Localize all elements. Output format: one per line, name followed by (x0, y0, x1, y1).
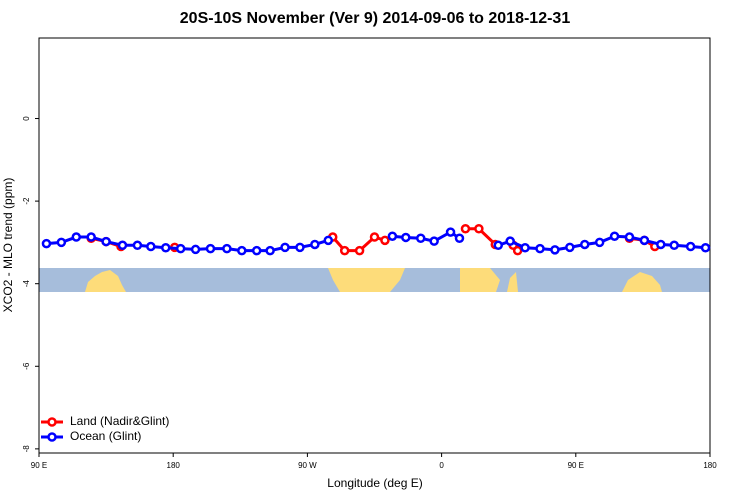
data-point (71, 232, 82, 242)
data-point (222, 243, 232, 254)
x-tick-label: 180 (167, 461, 181, 470)
data-point (700, 243, 711, 253)
data-point (175, 243, 186, 254)
y-tick-label: -4 (22, 280, 31, 288)
y-tick-label: -2 (22, 197, 31, 205)
data-point (460, 224, 471, 234)
data-point (609, 231, 620, 241)
data-point (505, 236, 515, 246)
data-point (323, 235, 334, 246)
x-tick-label: 90 E (568, 461, 584, 470)
data-point (493, 240, 504, 251)
data-point (41, 238, 52, 249)
data-point (101, 236, 111, 247)
chart-title: 20S-10S November (Ver 9) 2014-09-06 to 2… (180, 10, 571, 27)
data-point (265, 245, 275, 256)
data-point (445, 227, 456, 237)
data-point (56, 237, 67, 248)
data-point (535, 243, 545, 254)
land-shape (460, 268, 500, 292)
data-point (594, 237, 605, 248)
data-point (512, 245, 523, 256)
legend-label: Ocean (Glint) (70, 429, 141, 443)
data-point (205, 243, 216, 254)
data-point (190, 244, 201, 255)
data-point (380, 235, 390, 246)
land-shape (507, 272, 518, 292)
data-point (339, 245, 350, 256)
data-point (280, 242, 290, 253)
land-shape (85, 270, 126, 292)
data-point (310, 239, 320, 250)
data-point (520, 243, 530, 253)
y-tick-label: -8 (22, 445, 31, 453)
plot-frame (38, 37, 711, 454)
data-point (565, 242, 575, 253)
data-point (387, 231, 398, 241)
data-point (160, 243, 171, 253)
y-tick-label: 0 (22, 116, 31, 121)
data-point (251, 245, 262, 256)
data-point (429, 236, 439, 246)
y-axis-label: XCO2 - MLO trend (ppm) (1, 178, 15, 313)
data-point (550, 245, 560, 255)
data-point (669, 240, 679, 251)
legend-marker (47, 417, 57, 427)
data-point (295, 242, 305, 253)
data-point (146, 241, 156, 252)
data-point (369, 232, 380, 242)
data-point (86, 232, 96, 242)
x-axis-label: Longitude (deg E) (327, 476, 422, 490)
x-tick-label: 90 E (31, 461, 47, 470)
legend-marker (47, 432, 57, 442)
data-point (454, 233, 465, 244)
legend-label: Land (Nadir&Glint) (70, 414, 169, 428)
data-point (237, 245, 247, 256)
data-point (415, 233, 426, 244)
data-point (354, 245, 365, 256)
x-tick-label: 0 (439, 461, 444, 470)
data-point (401, 232, 411, 243)
x-tick-label: 90 W (298, 461, 317, 470)
data-point (579, 239, 590, 250)
data-point (117, 240, 128, 251)
land-shape (328, 268, 405, 292)
data-point (639, 235, 650, 246)
x-tick-label: 180 (703, 461, 717, 470)
y-tick-label: -6 (22, 362, 31, 370)
data-point (132, 240, 143, 251)
data-point (685, 241, 696, 252)
land-shape (622, 272, 662, 292)
data-point (474, 224, 484, 234)
data-point (624, 232, 635, 242)
data-point (656, 239, 666, 250)
